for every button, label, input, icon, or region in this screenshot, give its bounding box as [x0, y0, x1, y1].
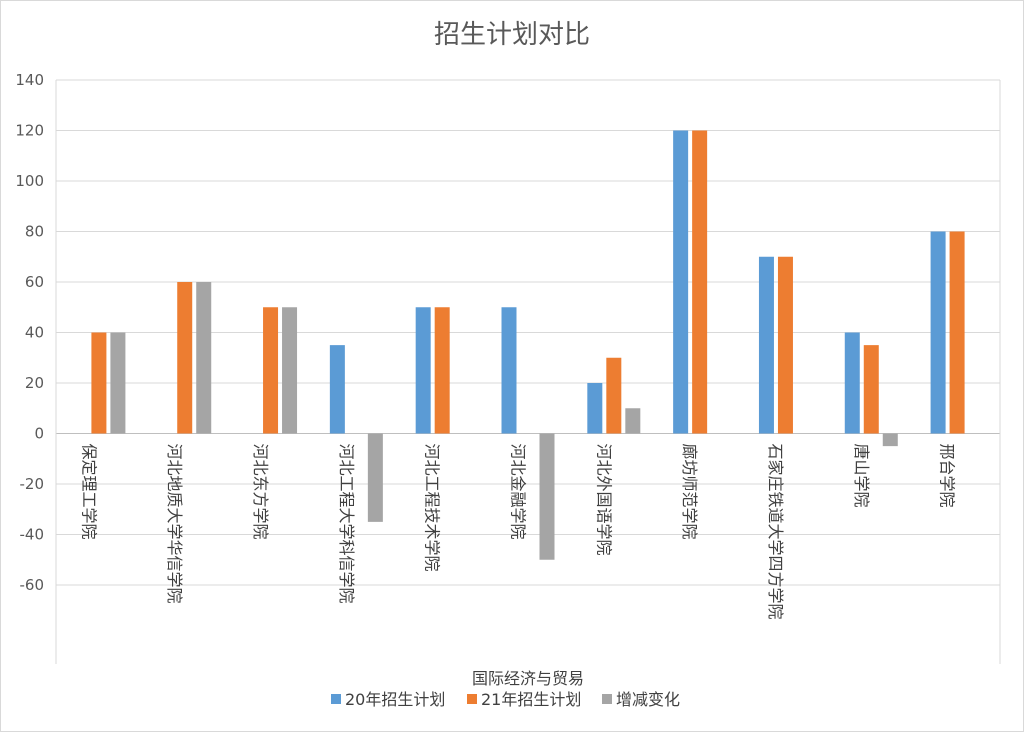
x-tick-label-group: 河北工程大学科信学院: [337, 444, 356, 604]
bar: [930, 231, 946, 434]
bar: [196, 282, 212, 434]
x-tick-label: 河北工程技术学院: [423, 444, 442, 572]
x-tick-label: 廊坊师范学院: [680, 444, 699, 540]
x-axis-label: 国际经济与贸易: [472, 669, 584, 688]
gridlines: [55, 79, 1001, 664]
x-tick-label-group: 石家庄铁道大学四方学院: [766, 444, 785, 620]
bar: [501, 307, 517, 434]
bar: [758, 256, 774, 434]
legend-label: 增减变化: [616, 690, 680, 709]
bar: [625, 408, 641, 434]
x-axis: 保定理工学院 河北地质大学华信学院 河北东方学院 河北工程大学科信学院 河北工程技术学院…: [79, 444, 956, 620]
x-tick-label-group: 廊坊师范学院: [680, 444, 699, 540]
bar: [949, 231, 965, 434]
y-axis: 140 120 100 80 60 40 20 0 -20 -40 -60: [15, 71, 44, 594]
bar: [692, 130, 708, 434]
legend: 20年招生计划 21年招生计划 增减变化: [331, 690, 680, 709]
y-tick-label: -60: [20, 576, 45, 594]
bar: [777, 256, 793, 434]
y-tick-label: 40: [25, 324, 44, 342]
bar: [863, 345, 879, 434]
chart-title: 招生计划对比: [434, 20, 590, 50]
bar: [282, 307, 298, 434]
x-tick-label-group: 保定理工学院: [79, 444, 98, 540]
bar: [539, 433, 555, 560]
x-tick-label: 唐山学院: [852, 444, 871, 508]
bar: [263, 307, 279, 434]
x-tick-label: 邢台学院: [938, 444, 957, 508]
x-tick-label: 保定理工学院: [79, 444, 98, 540]
legend-swatch: [467, 694, 477, 704]
bar: [606, 357, 622, 434]
bar: [673, 130, 689, 434]
bar: [367, 433, 383, 522]
x-tick-label-group: 河北地质大学华信学院: [165, 444, 184, 604]
x-tick-label-group: 河北外国语学院: [594, 444, 613, 556]
bar: [91, 332, 107, 434]
x-tick-label-group: 邢台学院: [938, 444, 957, 508]
x-tick-label: 河北东方学院: [251, 444, 270, 540]
bar: [587, 383, 603, 434]
bar: [177, 282, 193, 434]
x-tick-label: 河北工程大学科信学院: [337, 444, 356, 604]
x-tick-label: 石家庄铁道大学四方学院: [766, 444, 785, 620]
y-tick-label: 100: [15, 172, 44, 190]
y-tick-label: 20: [25, 374, 44, 392]
legend-swatch: [331, 694, 341, 704]
bar: [882, 433, 898, 447]
x-tick-label: 河北地质大学华信学院: [165, 444, 184, 604]
bar: [110, 332, 126, 434]
bar: [415, 307, 431, 434]
y-tick-label: 120: [15, 122, 44, 140]
x-tick-label: 河北外国语学院: [594, 444, 613, 556]
y-tick-label: 0: [34, 425, 44, 443]
bar: [434, 307, 450, 434]
y-tick-label: 60: [25, 273, 44, 291]
y-tick-label: -40: [20, 526, 45, 544]
x-tick-label-group: 河北东方学院: [251, 444, 270, 540]
y-tick-label: 80: [25, 223, 44, 241]
y-tick-label: -20: [20, 475, 45, 493]
legend-label: 20年招生计划: [345, 690, 445, 709]
legend-label: 21年招生计划: [481, 690, 581, 709]
x-tick-label-group: 唐山学院: [852, 444, 871, 508]
bar: [329, 345, 345, 434]
legend-swatch: [602, 694, 612, 704]
bars: [91, 130, 965, 560]
bar: [844, 332, 860, 434]
y-tick-label: 140: [15, 71, 44, 89]
x-tick-label-group: 河北工程技术学院: [423, 444, 442, 572]
x-tick-label-group: 河北金融学院: [509, 444, 528, 540]
x-tick-label: 河北金融学院: [509, 444, 528, 540]
